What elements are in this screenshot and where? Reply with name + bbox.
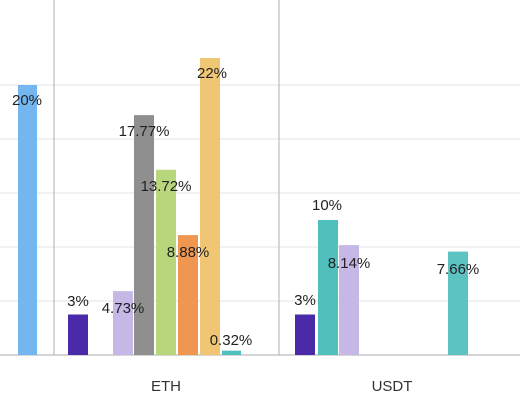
bars bbox=[18, 58, 468, 355]
gridlines bbox=[0, 84, 520, 302]
bar-value-labels: 20% 3% 4.73% 17.77% 13.72% 8.88% 22% 0.32% 3% 10%… bbox=[12, 65, 479, 349]
bar bbox=[318, 220, 338, 355]
category-label-usdt: USDT bbox=[372, 378, 413, 395]
bar-value-label: 3% bbox=[67, 293, 89, 310]
bar-value-label: 20% bbox=[12, 92, 42, 109]
bar-value-label: 13.72% bbox=[141, 178, 192, 195]
bar bbox=[68, 314, 88, 355]
bar-value-label: 22% bbox=[197, 65, 227, 82]
bar-value-label: 8.88% bbox=[167, 244, 210, 261]
bar bbox=[156, 169, 176, 355]
bar bbox=[295, 314, 315, 355]
bar bbox=[200, 58, 220, 355]
bar-value-label: 3% bbox=[294, 292, 316, 309]
bar-value-label: 4.73% bbox=[102, 300, 145, 317]
category-label-eth: ETH bbox=[151, 378, 181, 395]
bar-value-label: 7.66% bbox=[437, 261, 480, 278]
bar-value-label: 10% bbox=[312, 197, 342, 214]
bar-value-label: 17.77% bbox=[119, 123, 170, 140]
bar bbox=[339, 245, 359, 355]
bar bbox=[113, 291, 133, 355]
bar bbox=[178, 235, 198, 355]
bar bbox=[134, 115, 154, 355]
bar bbox=[448, 251, 468, 355]
bar-value-label: 0.32% bbox=[210, 332, 253, 349]
bar bbox=[18, 85, 37, 355]
bar bbox=[222, 350, 241, 355]
bar-value-label: 8.14% bbox=[328, 255, 371, 272]
